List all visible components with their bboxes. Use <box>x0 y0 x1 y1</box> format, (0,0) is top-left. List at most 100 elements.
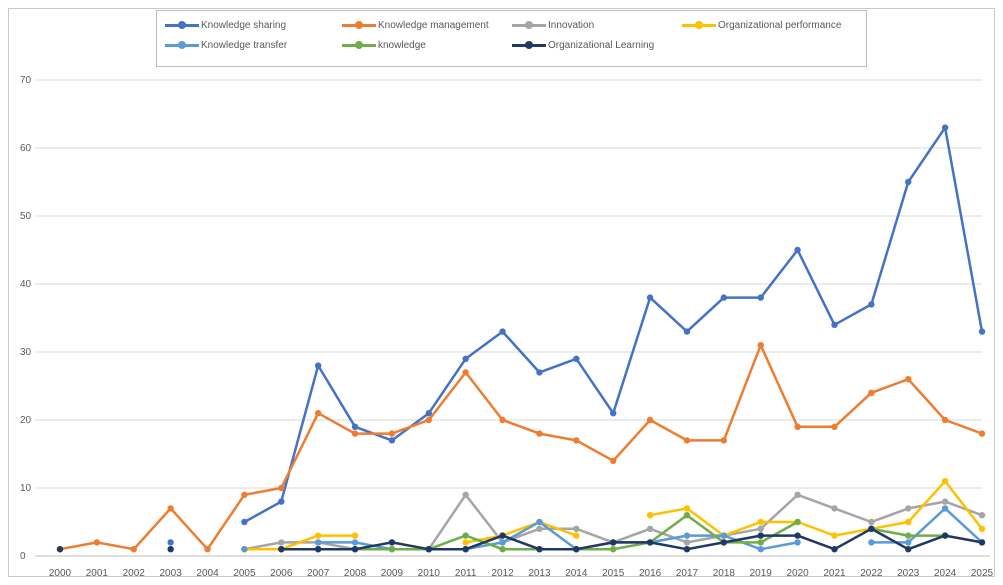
data-point <box>905 518 912 526</box>
data-point <box>499 539 506 546</box>
data-point <box>978 539 986 546</box>
legend-label: Organizational Learning <box>548 39 655 51</box>
x-tick-label: 2000 <box>49 568 72 579</box>
x-tick-label: 2006 <box>270 568 293 579</box>
data-point <box>278 484 285 492</box>
data-point <box>941 416 949 424</box>
axes: 0 10 20 30 40 50 60 70 2000 2001 2002 2003 2004 2005 2… <box>20 75 994 579</box>
data-point <box>536 546 543 553</box>
data-point <box>278 498 285 505</box>
series-line <box>871 507 983 544</box>
data-point <box>978 430 986 437</box>
data-point <box>905 376 912 383</box>
legend-label: Knowledge transfer <box>201 39 288 51</box>
data-point <box>683 539 691 546</box>
data-point <box>978 512 986 519</box>
data-point <box>314 546 322 553</box>
data-point <box>757 539 764 546</box>
data-point <box>978 525 986 532</box>
data-point <box>757 525 764 532</box>
legend-item: Organizational Learning <box>512 37 654 53</box>
series-lines <box>56 124 986 553</box>
data-point <box>610 546 617 553</box>
data-point <box>241 518 248 526</box>
y-tick-label: 0 <box>20 551 26 562</box>
chart-frame <box>8 8 995 577</box>
legend-item: Knowledge sharing <box>165 17 286 33</box>
legend-item: Organizational performance <box>682 17 841 33</box>
x-tick-label: 2021 <box>823 568 846 579</box>
data-point <box>720 294 728 301</box>
legend-swatch <box>512 19 546 31</box>
series-line <box>244 534 356 551</box>
gridlines <box>35 79 982 489</box>
data-point <box>646 294 654 301</box>
data-point <box>278 546 285 553</box>
series-6 <box>56 525 986 553</box>
data-point <box>536 518 543 526</box>
data-point <box>794 518 801 526</box>
data-point <box>683 505 691 512</box>
data-point <box>905 539 912 546</box>
data-point <box>941 498 949 505</box>
data-point <box>351 423 359 430</box>
x-tick-label: 2024 <box>934 568 957 579</box>
data-point <box>536 430 543 437</box>
data-point <box>573 532 580 539</box>
data-point <box>573 355 580 362</box>
data-point <box>757 342 764 349</box>
data-point <box>462 491 469 498</box>
legend-item: Innovation <box>512 17 594 33</box>
data-point <box>573 437 580 444</box>
data-point <box>462 369 469 376</box>
data-point <box>130 546 137 553</box>
legend-label: Knowledge sharing <box>201 19 287 31</box>
data-point <box>499 532 506 539</box>
y-tick-label: 70 <box>20 75 32 86</box>
data-point <box>573 525 580 532</box>
legend-label: Knowledge management <box>378 19 489 31</box>
legend-item: Knowledge management <box>342 17 489 33</box>
data-point <box>314 532 322 539</box>
series-0 <box>167 124 986 546</box>
data-point <box>720 532 728 539</box>
data-point <box>499 416 506 424</box>
data-point <box>757 532 764 539</box>
data-point <box>941 532 949 539</box>
series-line <box>281 527 983 551</box>
x-tick-label: 2005 <box>233 568 256 579</box>
data-point <box>462 355 469 362</box>
data-point <box>351 539 359 546</box>
data-point <box>167 539 174 546</box>
x-tick-label: 2008 <box>344 568 367 579</box>
y-tick-label: 10 <box>20 483 32 494</box>
data-point <box>794 532 801 539</box>
data-point <box>683 532 691 539</box>
series-1 <box>56 342 986 553</box>
data-point <box>978 328 986 335</box>
x-tick-label: 2012 <box>491 568 514 579</box>
data-point <box>905 178 912 186</box>
data-point <box>794 491 801 498</box>
data-point <box>683 512 691 519</box>
data-point <box>757 294 764 301</box>
x-tick-label: 2009 <box>381 568 404 579</box>
data-point <box>314 410 322 417</box>
data-point <box>278 539 285 546</box>
x-tick-label: 2019 <box>750 568 773 579</box>
data-point <box>610 539 617 546</box>
data-point <box>56 546 64 553</box>
data-point <box>351 546 359 553</box>
legend-label: Organizational performance <box>718 19 842 31</box>
data-point <box>683 437 691 444</box>
data-point <box>351 532 359 539</box>
x-tick-label: 2023 <box>897 568 920 579</box>
data-point <box>646 539 654 546</box>
legend-swatch <box>682 19 716 31</box>
series-line <box>59 343 983 551</box>
legend-swatch <box>342 19 376 31</box>
data-point <box>646 525 654 532</box>
legend: Knowledge sharing Knowledge management Inn… <box>156 10 867 67</box>
data-point <box>831 532 838 539</box>
